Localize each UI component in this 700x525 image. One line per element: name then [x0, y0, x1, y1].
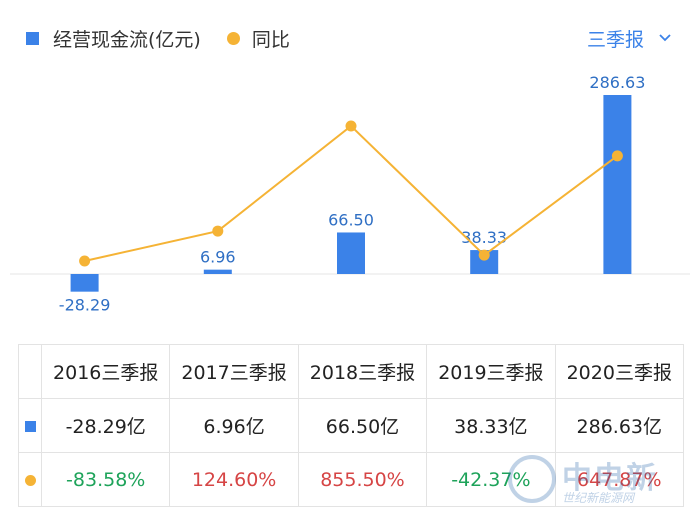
yoy-point-2018三季报 [345, 120, 357, 132]
yoy-cell: 855.50% [297, 452, 428, 507]
period-selector[interactable]: 三季报 [587, 24, 672, 52]
cash-flow-cell: 38.33亿 [426, 398, 556, 453]
bar-value-label: 38.33 [461, 228, 507, 247]
table-row-yoy: -83.58% 124.60% 855.50% -42.37% 647.87% [18, 452, 685, 507]
yoy-cell: 647.87% [554, 452, 685, 507]
cash-flow-cell: 286.63亿 [554, 398, 685, 453]
bar-legend-label: 经营现金流(亿元) [53, 28, 201, 51]
table-header: 2018三季报 [297, 344, 428, 399]
bar-value-label: 286.63 [589, 73, 645, 92]
bar-2018三季报 [337, 232, 365, 274]
yoy-point-2016三季报 [79, 255, 91, 267]
yoy-cell: -42.37% [426, 452, 556, 507]
period-selector-label: 三季报 [586, 28, 644, 51]
bar-value-label: 66.50 [328, 210, 374, 229]
bar-value-label: -28.29 [59, 296, 111, 315]
table-header-row: 2016三季报 2017三季报 2018三季报 2019三季报 2020三季报 [18, 344, 685, 399]
bar-value-label: 6.96 [200, 248, 236, 267]
line-series-marker [24, 474, 36, 486]
chevron-down-icon [659, 34, 671, 42]
bar-legend-marker [26, 31, 39, 45]
line-legend-label: 同比 [251, 28, 290, 51]
table-header: 2019三季报 [426, 344, 556, 399]
table-row-cash-flow: -28.29亿 6.96亿 66.50亿 38.33亿 286.63亿 [18, 398, 685, 453]
cash-flow-cell: 66.50亿 [297, 398, 428, 453]
bar-2017三季报 [203, 269, 232, 274]
bar-2019三季报 [470, 250, 499, 274]
table-corner-cell [18, 344, 42, 399]
yoy-point-2017三季报 [212, 225, 224, 237]
row-marker-cell [18, 398, 42, 453]
cash-flow-cell: 6.96亿 [169, 398, 299, 453]
line-legend-marker [226, 31, 240, 45]
data-table: 2016三季报 2017三季报 2018三季报 2019三季报 2020三季报 … [18, 344, 685, 507]
yoy-point-2020三季报 [611, 150, 623, 162]
yoy-cell: 124.60% [169, 452, 299, 507]
row-marker-cell [18, 452, 42, 507]
bar-series-marker [24, 420, 36, 432]
yoy-cell: -83.58% [40, 452, 171, 507]
table-header: 2017三季报 [169, 344, 299, 399]
chart-legend: 经营现金流(亿元) 同比 [26, 24, 290, 52]
bar-2016三季报 [70, 274, 99, 292]
cash-flow-cell: -28.29亿 [40, 398, 171, 453]
cash-flow-chart: -28.29 6.96 66.50 38.33 286.63 [10, 73, 690, 315]
table-header: 2016三季报 [40, 344, 171, 399]
table-header: 2020三季报 [554, 344, 685, 399]
yoy-point-2019三季报 [478, 249, 490, 261]
bar-2020三季报 [603, 95, 632, 274]
